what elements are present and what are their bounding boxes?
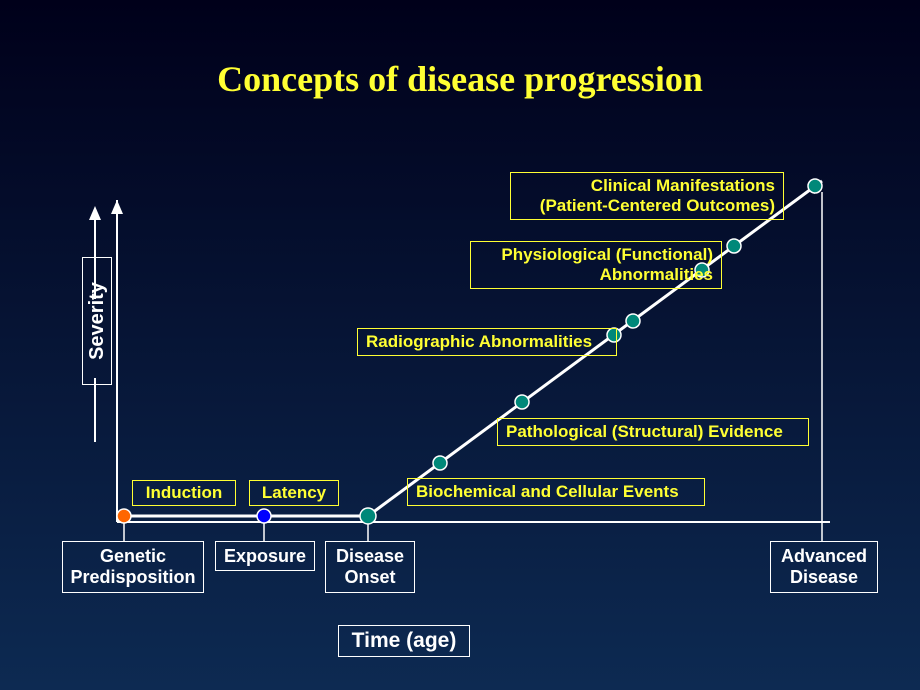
event-clinical: Clinical Manifestations(Patient-Centered… [510,172,784,220]
event-biochemical: Biochemical and Cellular Events [407,478,705,506]
phase-latency: Latency [249,480,339,506]
slide-title: Concepts of disease progression [145,58,775,100]
x-axis-label: Time (age) [338,625,470,657]
event-pathological: Pathological (Structural) Evidence [497,418,809,446]
xlabel-disease-onset: DiseaseOnset [325,541,415,593]
xlabel-exposure: Exposure [215,541,315,571]
event-physiological: Physiological (Functional)Abnormalities [470,241,722,289]
xlabel-genetic-predisposition: GeneticPredisposition [62,541,204,593]
phase-induction: Induction [132,480,236,506]
xlabel-advanced-disease: AdvancedDisease [770,541,878,593]
event-radiographic: Radiographic Abnormalities [357,328,617,356]
y-axis-label: Severity [82,257,112,385]
slide-root: Concepts of disease progression Severity… [0,0,920,690]
